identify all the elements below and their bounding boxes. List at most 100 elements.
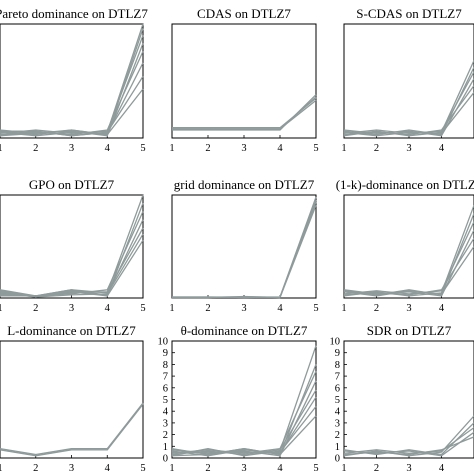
subplot-7: L-dominance on DTLZ7 1 2 3 4 5 [0,323,146,474]
subplot-title: S-CDAS on DTLZ7 [356,6,462,21]
y-tick-label: 8 [335,360,340,371]
y-tick-label: 1 [335,442,340,453]
series-line-5 [171,389,317,456]
series-line-4 [343,78,474,137]
y-tick-label: 10 [330,337,341,348]
x-tick-label: 3 [241,143,246,154]
x-tick-label: 3 [406,463,411,474]
y-tick-label: 1 [163,442,168,453]
x-tick-label: 5 [313,303,318,314]
x-tick-label: 1 [0,463,3,474]
y-tick-label: 6 [163,383,168,394]
x-tick-label: 5 [140,463,145,474]
y-tick-label: 0 [163,454,168,465]
x-tick-label: 3 [241,463,246,474]
series-line-5 [0,227,144,297]
series-line-4 [343,229,474,297]
x-tick-label: 4 [439,143,445,154]
subplot-title: SDR on DTLZ7 [367,323,452,338]
plot-frame [171,23,317,139]
subplot-title: L-dominance on DTLZ7 [7,323,136,338]
series-line-2 [0,403,144,457]
x-tick-label: 2 [33,143,38,154]
x-tick-label: 3 [406,143,411,154]
subplot-3: S-CDAS on DTLZ7 1 2 3 4 [341,6,474,154]
series-line-6 [171,396,317,457]
y-tick-label: 9 [335,348,340,359]
x-tick-label: 2 [205,463,210,474]
series-line-3 [171,371,317,454]
x-tick-label: 5 [313,463,318,474]
x-tick-label: 1 [341,463,346,474]
y-tick-label: 4 [163,407,169,418]
subplot-title: θ-dominance on DTLZ7 [181,323,308,338]
x-tick-label: 1 [341,143,346,154]
y-tick-label: 0 [335,454,340,465]
series-line-4 [172,99,317,130]
y-tick-label: 2 [335,430,340,441]
x-tick-label: 3 [69,143,74,154]
series-line-8 [0,88,144,137]
subplot-title: GPO on DTLZ7 [29,177,115,192]
x-tick-label: 4 [439,463,445,474]
series-line-1 [0,194,144,297]
series-line-3 [172,97,317,129]
subplot-2: CDAS on DTLZ7 1 2 3 4 5 [169,6,318,154]
y-tick-label: 8 [163,360,168,371]
x-tick-label: 1 [169,303,174,314]
y-tick-label: 5 [163,395,168,406]
plot-frame [343,23,474,139]
series-line-1 [172,94,317,131]
y-tick-label: 9 [163,348,168,359]
series-line-7 [0,239,144,297]
series-line-1 [0,402,144,456]
series-line-1 [343,60,474,137]
series-line-7 [0,76,144,137]
series-line-1 [0,23,144,137]
plot-frame [343,194,474,299]
y-tick-label: 3 [163,418,168,429]
series-line-2 [172,199,317,299]
plot-frame [0,340,144,459]
y-tick-label: 6 [335,383,340,394]
x-tick-label: 3 [406,303,411,314]
x-tick-label: 2 [205,303,210,314]
series-line-2 [343,213,474,296]
x-tick-label: 2 [33,463,38,474]
x-tick-label: 1 [169,463,174,474]
x-tick-label: 4 [439,303,445,314]
plot-frame [171,340,317,459]
y-tick-label: 2 [163,430,168,441]
series-line-3 [343,427,474,454]
series-line-5 [343,237,474,296]
plot-frame [0,23,144,139]
series-line-1 [172,196,317,298]
plot-frame [343,340,474,459]
series-line-5 [343,85,474,136]
y-tick-label: 10 [158,337,169,348]
x-tick-label: 2 [374,463,379,474]
y-tick-label: 7 [335,372,340,383]
series-line-7 [172,406,317,453]
subplot-6: (1-k)-dominance on DTLZ7 1 2 3 4 [336,177,474,314]
x-tick-label: 4 [277,303,283,314]
x-tick-label: 1 [169,143,174,154]
plot-frame [171,194,317,299]
series-line-6 [343,246,474,297]
series-line-2 [343,67,474,136]
x-tick-label: 4 [277,143,283,154]
x-tick-label: 4 [277,463,283,474]
x-tick-label: 4 [105,463,111,474]
plot-frame [0,194,144,299]
series-line-3 [172,201,317,299]
y-tick-label: 5 [335,395,340,406]
series-line-1 [343,205,474,297]
series-line-2 [0,28,144,136]
series-line-5 [0,51,144,136]
y-tick-label: 3 [335,418,340,429]
series-line-5 [343,436,474,456]
subplot-title: Pareto dominance on DTLZ7 [0,6,148,21]
x-tick-label: 5 [140,143,145,154]
